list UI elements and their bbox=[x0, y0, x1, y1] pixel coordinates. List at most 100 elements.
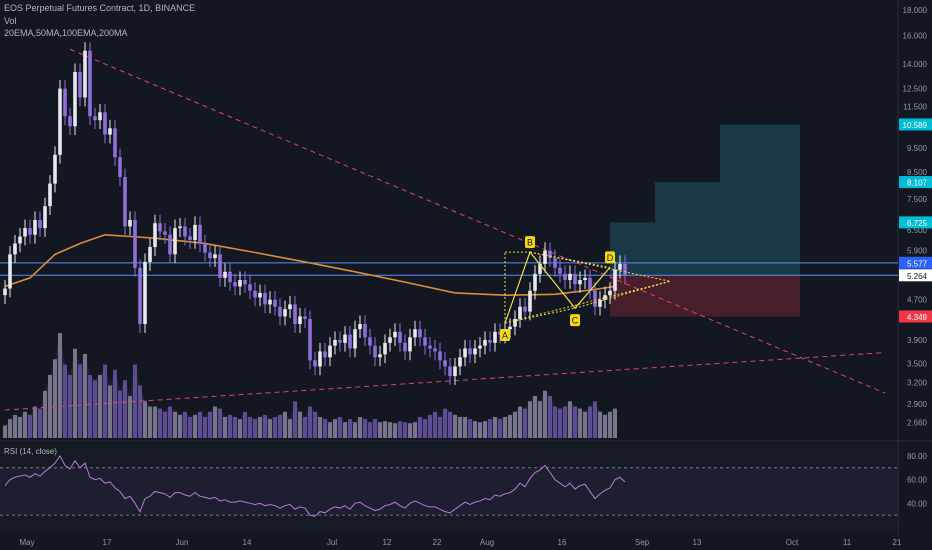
volume-bar bbox=[603, 414, 607, 438]
price-label-badge bbox=[899, 216, 932, 229]
candle-body bbox=[98, 112, 102, 121]
volume-bar bbox=[393, 423, 397, 438]
candle-body bbox=[523, 306, 527, 312]
candle-body bbox=[343, 334, 347, 343]
candle-body bbox=[218, 254, 222, 278]
volume-bar bbox=[513, 411, 517, 438]
x-tick-label: 13 bbox=[693, 538, 702, 547]
price-tick-label: 16.000 bbox=[903, 31, 928, 40]
candle-body bbox=[308, 318, 312, 361]
volume-bar bbox=[383, 421, 387, 438]
candle-body bbox=[198, 224, 202, 244]
candle-body bbox=[68, 116, 72, 127]
volume-bar bbox=[328, 422, 332, 438]
candle-body bbox=[33, 220, 37, 235]
candle-body bbox=[588, 277, 592, 291]
candle-body bbox=[533, 273, 537, 291]
candle-body bbox=[373, 345, 377, 358]
trendline bbox=[4, 352, 886, 411]
volume-bar bbox=[298, 411, 302, 438]
volume-bar bbox=[23, 411, 27, 438]
volume-bar bbox=[338, 417, 342, 438]
volume-bar bbox=[243, 411, 247, 438]
volume-bar bbox=[533, 396, 537, 438]
volume-bar bbox=[453, 414, 457, 438]
candle-body bbox=[8, 254, 12, 289]
candle-body bbox=[28, 228, 32, 235]
volume-bar bbox=[123, 380, 127, 438]
volume-bar bbox=[238, 419, 242, 438]
volume-bar bbox=[463, 417, 467, 438]
price-tick-label: 3.900 bbox=[907, 336, 928, 345]
candle-body bbox=[443, 360, 447, 367]
candle-body bbox=[323, 351, 327, 358]
volume-bar bbox=[458, 417, 462, 438]
volume-bar bbox=[48, 375, 52, 438]
candle-body bbox=[583, 277, 587, 281]
volume-bar bbox=[138, 385, 142, 438]
pattern-point-marker bbox=[605, 251, 615, 264]
candle-body bbox=[73, 72, 77, 127]
candle-body bbox=[363, 324, 367, 338]
rsi-tick-label: 40.00 bbox=[907, 499, 928, 508]
candle-body bbox=[83, 50, 87, 98]
volume-bar bbox=[173, 411, 177, 438]
volume-bar bbox=[608, 411, 612, 438]
candle-body bbox=[43, 206, 47, 229]
pattern-point-marker bbox=[570, 314, 580, 327]
candle-body bbox=[123, 176, 127, 227]
volume-bar bbox=[68, 375, 72, 438]
x-tick-label: 21 bbox=[893, 538, 902, 547]
volume-bar bbox=[428, 414, 432, 438]
volume-bar bbox=[433, 411, 437, 438]
candle-body bbox=[168, 234, 172, 255]
pattern-point-label: A bbox=[502, 330, 508, 340]
candle-body bbox=[233, 282, 237, 287]
volume-bar bbox=[483, 421, 487, 438]
candle-body bbox=[23, 228, 27, 237]
volume-bar bbox=[53, 359, 57, 438]
candle-body bbox=[13, 243, 17, 255]
volume-bar bbox=[348, 419, 352, 438]
volume-bar bbox=[148, 406, 152, 438]
volume-bar bbox=[163, 411, 167, 438]
candle-body bbox=[48, 183, 52, 207]
volume-bar bbox=[13, 414, 17, 438]
candle-body bbox=[163, 231, 167, 235]
volume-bar bbox=[443, 408, 447, 438]
volume-bar bbox=[223, 417, 227, 438]
rsi-tick-label: 60.00 bbox=[907, 476, 928, 485]
volume-bar bbox=[418, 417, 422, 438]
volume-bar bbox=[423, 419, 427, 438]
x-tick-label: 22 bbox=[433, 538, 442, 547]
volume-bar bbox=[233, 417, 237, 438]
volume-bar bbox=[73, 348, 77, 438]
volume-bar bbox=[303, 417, 307, 438]
candle-body bbox=[283, 309, 287, 317]
candle-body bbox=[468, 348, 472, 355]
rsi-line bbox=[4, 454, 626, 517]
candle-body bbox=[463, 348, 467, 358]
volume-bar bbox=[143, 401, 147, 438]
volume-bar bbox=[358, 417, 362, 438]
pattern-point-label: D bbox=[607, 253, 614, 263]
volume-bar bbox=[438, 417, 442, 438]
volume-bar bbox=[588, 406, 592, 438]
candle-body bbox=[473, 348, 477, 355]
price-tick-label: 7.500 bbox=[907, 195, 928, 204]
candle-body bbox=[543, 250, 547, 264]
candle-body bbox=[458, 357, 462, 367]
candle-body bbox=[183, 226, 187, 237]
volume-bar bbox=[593, 401, 597, 438]
price-tick-label: 3.200 bbox=[907, 379, 928, 388]
volume-bar bbox=[273, 417, 277, 438]
x-tick-label: Sep bbox=[635, 538, 650, 547]
price-label-text: 10.589 bbox=[903, 121, 928, 130]
symbol-title: EOS Perpetual Futures Contract, 1D, BINA… bbox=[4, 3, 196, 13]
candle-body bbox=[428, 345, 432, 349]
volume-bar bbox=[278, 414, 282, 438]
volume-bar bbox=[373, 419, 377, 438]
candle-body bbox=[353, 329, 357, 349]
candle-body bbox=[278, 306, 282, 317]
